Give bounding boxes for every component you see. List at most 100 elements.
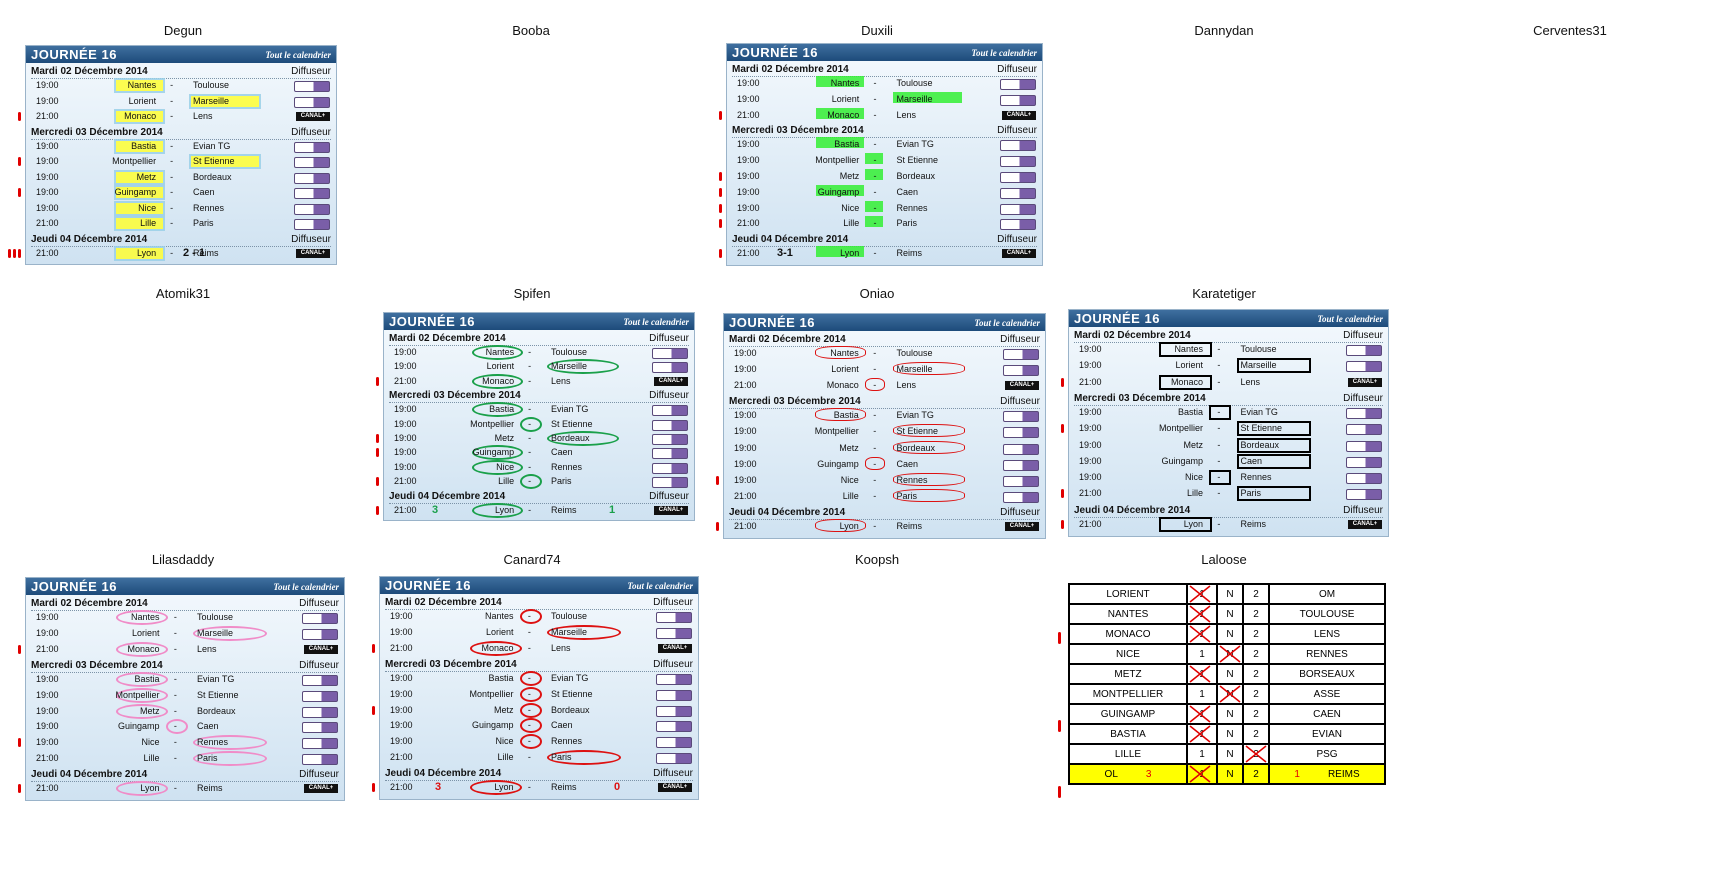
match-row: 19:00 Bastia - Evian TG xyxy=(380,670,698,686)
match-row: 19:00 Metz - Bordeaux xyxy=(26,169,336,185)
match-time: 21:00 xyxy=(734,490,757,501)
match-separator: - xyxy=(528,361,532,372)
bein-sports-logo xyxy=(302,628,338,640)
away-team: Lens xyxy=(551,642,571,653)
bein-sports-logo xyxy=(656,627,692,639)
match-row: 19:00 Nantes - Toulouse xyxy=(727,76,1042,90)
match-separator: - xyxy=(527,720,531,731)
bein-sports-logo xyxy=(1003,411,1039,423)
match-row: 19:00 Metz - Bordeaux xyxy=(724,440,1045,455)
match-row: 21:00 Lille - Paris xyxy=(26,216,336,231)
home-team: Lyon xyxy=(1183,518,1203,529)
predicted-away-score: 1 xyxy=(609,503,616,516)
player-name: Laloose xyxy=(1201,552,1247,567)
bein-sports-logo xyxy=(1346,345,1382,356)
match-separator: - xyxy=(873,348,877,358)
match-separator: - xyxy=(173,612,177,622)
laloose-row: GUINGAMP 1 N 2 CAEN xyxy=(1068,703,1386,725)
match-row: 19:00 Bastia - Evian TG xyxy=(724,408,1045,423)
match-time: 19:00 xyxy=(36,80,59,90)
match-time: 19:00 xyxy=(394,347,417,357)
bein-sports-logo xyxy=(1346,440,1382,452)
home-team: Lille xyxy=(143,753,160,764)
day-label: Jeudi 04 Décembre 2014 Diffuseur xyxy=(31,233,331,247)
match-separator: - xyxy=(170,111,174,121)
home-team: Lyon xyxy=(840,248,860,259)
day-label: Jeudi 04 Décembre 2014 Diffuseur xyxy=(729,506,1040,520)
bein-sports-logo xyxy=(1346,456,1382,468)
bein-sports-logo xyxy=(656,612,692,623)
calendar-link[interactable]: Tout le calendrier xyxy=(971,48,1037,58)
calendar-link[interactable]: Tout le calendrier xyxy=(273,582,339,592)
match-time: 21:00 xyxy=(36,783,59,794)
player-name: Oniao xyxy=(859,286,895,301)
broadcaster-header: Diffuseur xyxy=(1343,392,1383,404)
calendar-link[interactable]: Tout le calendrier xyxy=(623,317,689,327)
broadcaster-header: Diffuseur xyxy=(291,66,331,77)
match-time: 19:00 xyxy=(36,627,59,638)
result-n-cell: N xyxy=(1216,703,1244,725)
away-team: Rennes xyxy=(1240,472,1272,483)
away-team: Toulouse xyxy=(193,80,230,90)
correct-tick-mark xyxy=(18,112,21,121)
match-separator: - xyxy=(1217,360,1221,371)
home-team: Metz xyxy=(494,704,514,715)
laloose-row: NICE1N2RENNES xyxy=(1068,643,1386,665)
match-row: 19:00 Montpellier - St Etienne xyxy=(1061,421,1388,437)
correct-tick-mark xyxy=(372,783,375,793)
match-separator: - xyxy=(873,474,877,485)
prediction-mark xyxy=(1236,421,1311,437)
match-separator: - xyxy=(1217,518,1221,529)
home-team: Lorient xyxy=(831,93,860,104)
away-team: Evian TG xyxy=(551,404,589,415)
bein-sports-logo xyxy=(652,448,688,460)
correct-tick-mark xyxy=(376,448,379,458)
match-time: 19:00 xyxy=(734,442,757,453)
calendar-link[interactable]: Tout le calendrier xyxy=(627,581,693,591)
away-team: Toulouse xyxy=(551,611,588,621)
match-row: 21:00 Lille - Paris xyxy=(26,751,344,767)
match-row: 19:00 Montpellier - St Etienne xyxy=(380,686,698,702)
bein-sports-logo xyxy=(652,462,688,474)
day-label: Mardi 02 Décembre 2014 Diffuseur xyxy=(31,66,331,79)
prediction-mark xyxy=(519,609,542,624)
result-n-cell: N xyxy=(1216,643,1244,665)
away-team: Evian TG xyxy=(197,673,235,684)
prediction-mark xyxy=(865,378,886,392)
match-separator: - xyxy=(1217,455,1221,466)
prediction-mark xyxy=(116,781,169,797)
calendar-link[interactable]: Tout le calendrier xyxy=(974,318,1040,328)
correct-tick-mark xyxy=(372,705,375,715)
calendar-link[interactable]: Tout le calendrier xyxy=(1317,314,1383,324)
broadcaster-header: Diffuseur xyxy=(997,234,1037,246)
prediction-mark xyxy=(892,472,966,486)
away-team-cell: ASSE xyxy=(1268,683,1386,705)
correct-tick-mark xyxy=(18,248,21,258)
canal-plus-logo: CANAL+ xyxy=(1002,249,1036,259)
bein-sports-logo xyxy=(1000,203,1036,215)
correct-tick-mark xyxy=(1061,377,1064,387)
match-time: 19:00 xyxy=(390,688,413,699)
match-separator: - xyxy=(873,490,877,501)
canal-plus-logo: CANAL+ xyxy=(654,505,688,515)
home-team: Metz xyxy=(140,705,160,716)
home-team: Metz xyxy=(839,171,860,181)
match-row: 19:00 Montpellier - St Etienne xyxy=(18,154,336,169)
match-row: 19:00 Bastia - Evian TG xyxy=(727,137,1042,152)
match-time: 19:00 xyxy=(394,447,417,458)
home-team: Lyon xyxy=(494,782,514,793)
match-row: 21:00 Lille - Paris xyxy=(1061,486,1388,502)
canal-plus-logo: CANAL+ xyxy=(1348,377,1382,387)
away-team-name: REIMS xyxy=(1327,768,1360,780)
bein-sports-logo xyxy=(1003,475,1039,487)
match-separator: - xyxy=(873,93,877,104)
match-time: 21:00 xyxy=(36,643,59,654)
prediction-mark xyxy=(892,91,962,103)
bein-sports-logo xyxy=(294,203,330,215)
home-team: Montpellier xyxy=(815,155,860,166)
away-team-cell: TOULOUSE xyxy=(1268,603,1386,625)
match-time: 19:00 xyxy=(36,673,59,684)
prediction-mark xyxy=(547,750,621,766)
match-time: 21:00 xyxy=(394,375,417,386)
calendar-link[interactable]: Tout le calendrier xyxy=(265,50,331,60)
